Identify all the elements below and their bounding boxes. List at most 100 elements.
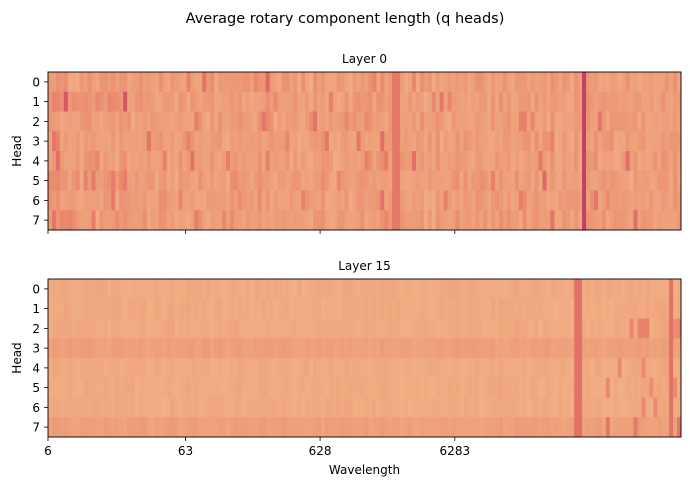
heatmap-cell: [166, 170, 172, 191]
heatmap-cell: [265, 279, 270, 300]
heatmap-cell: [324, 151, 330, 172]
heatmap-cell: [111, 417, 116, 438]
heatmap-cell: [609, 111, 615, 132]
heatmap-cell: [455, 338, 460, 359]
heatmap-cell: [475, 377, 480, 398]
heatmap-cell: [83, 210, 88, 231]
heatmap-cell: [154, 151, 160, 172]
heatmap-cell: [467, 279, 472, 300]
heatmap-cell: [360, 397, 365, 418]
heatmap-cell: [328, 151, 334, 172]
heatmap-cell: [538, 170, 543, 191]
heatmap-cell: [673, 131, 678, 152]
heatmap-cell: [411, 417, 417, 438]
heatmap-cell: [127, 417, 132, 438]
heatmap-cell: [91, 358, 96, 379]
heatmap-cell: [269, 131, 274, 152]
heatmap-cell: [455, 151, 460, 172]
heatmap-cell: [673, 298, 678, 319]
heatmap-cell: [138, 377, 144, 398]
heatmap-cell: [380, 111, 385, 132]
heatmap-cell: [158, 358, 164, 379]
heatmap-cell: [75, 151, 81, 172]
heatmap-cell: [226, 318, 231, 339]
heatmap-cell: [297, 279, 302, 300]
heatmap-cell: [305, 377, 310, 398]
heatmap-cell: [400, 397, 405, 418]
heatmap-cell: [245, 377, 251, 398]
heatmap-cell: [514, 377, 520, 398]
heatmap-cell: [617, 377, 623, 398]
heatmap-cell: [340, 111, 346, 132]
heatmap-cell: [277, 417, 282, 438]
heatmap-cell: [475, 298, 480, 319]
heatmap-cell: [198, 417, 203, 438]
heatmap-cell: [380, 151, 385, 172]
heatmap-cell: [150, 151, 156, 172]
heatmap-cell: [483, 190, 488, 211]
heatmap-cell: [522, 72, 528, 93]
heatmap-cell: [348, 338, 354, 359]
heatmap-cell: [431, 377, 437, 398]
heatmap-cell: [388, 210, 393, 231]
heatmap-cell: [443, 318, 448, 339]
heatmap-cell: [388, 131, 393, 152]
heatmap-cell: [601, 358, 607, 379]
heatmap-cell: [364, 151, 369, 172]
heatmap-cell: [87, 190, 92, 211]
heatmap-cell: [645, 111, 650, 132]
heatmap-cell: [392, 210, 397, 231]
heatmap-cell: [210, 298, 215, 319]
heatmap-cell: [510, 397, 516, 418]
heatmap-cell: [48, 338, 53, 359]
heatmap-cell: [574, 190, 579, 211]
heatmap-cell: [182, 210, 187, 231]
heatmap-cell: [483, 72, 488, 93]
heatmap-cell: [641, 417, 646, 438]
heatmap-cell: [538, 190, 543, 211]
heatmap-cell: [309, 131, 314, 152]
heatmap-cell: [324, 397, 330, 418]
heatmap-cell: [138, 190, 144, 211]
heatmap-cell: [214, 190, 219, 211]
heatmap-cell: [554, 170, 559, 191]
heatmap-cell: [609, 151, 615, 172]
heatmap-cell: [506, 417, 512, 438]
heatmap-cell: [67, 170, 73, 191]
heatmap-cell: [186, 170, 191, 191]
heatmap-cell: [154, 279, 160, 300]
heatmap-cell: [55, 279, 61, 300]
heatmap-cell: [455, 111, 460, 132]
heatmap-cell: [435, 417, 441, 438]
heatmap-cell: [609, 358, 615, 379]
heatmap-cell: [226, 338, 231, 359]
heatmap-cell: [281, 131, 286, 152]
heatmap-cell: [479, 377, 484, 398]
heatmap-cell: [55, 72, 61, 93]
heatmap-cell: [372, 397, 377, 418]
heatmap-cell: [609, 298, 615, 319]
heatmap-cell: [135, 318, 140, 339]
heatmap-cell: [538, 151, 543, 172]
heatmap-cell: [368, 170, 373, 191]
heatmap-cell: [233, 338, 239, 359]
heatmap-cell: [218, 358, 223, 379]
heatmap-cell: [317, 170, 322, 191]
heatmap-cell: [214, 358, 219, 379]
heatmap-cell: [637, 417, 642, 438]
heatmap-cell: [415, 298, 421, 319]
heatmap-cell: [301, 151, 306, 172]
heatmap-cell: [202, 111, 207, 132]
heatmap-cell: [91, 417, 96, 438]
heatmap-cell: [447, 91, 452, 112]
heatmap-cell: [107, 318, 112, 339]
heatmap-cell: [301, 210, 306, 231]
heatmap-cell: [633, 151, 638, 172]
heatmap-cell: [336, 72, 342, 93]
heatmap-cell: [269, 298, 274, 319]
heatmap-cell: [562, 210, 567, 231]
heatmap-cell: [510, 72, 516, 93]
heatmap-cell: [135, 91, 140, 112]
heatmap-cell: [214, 338, 219, 359]
heatmap-cell: [431, 131, 437, 152]
